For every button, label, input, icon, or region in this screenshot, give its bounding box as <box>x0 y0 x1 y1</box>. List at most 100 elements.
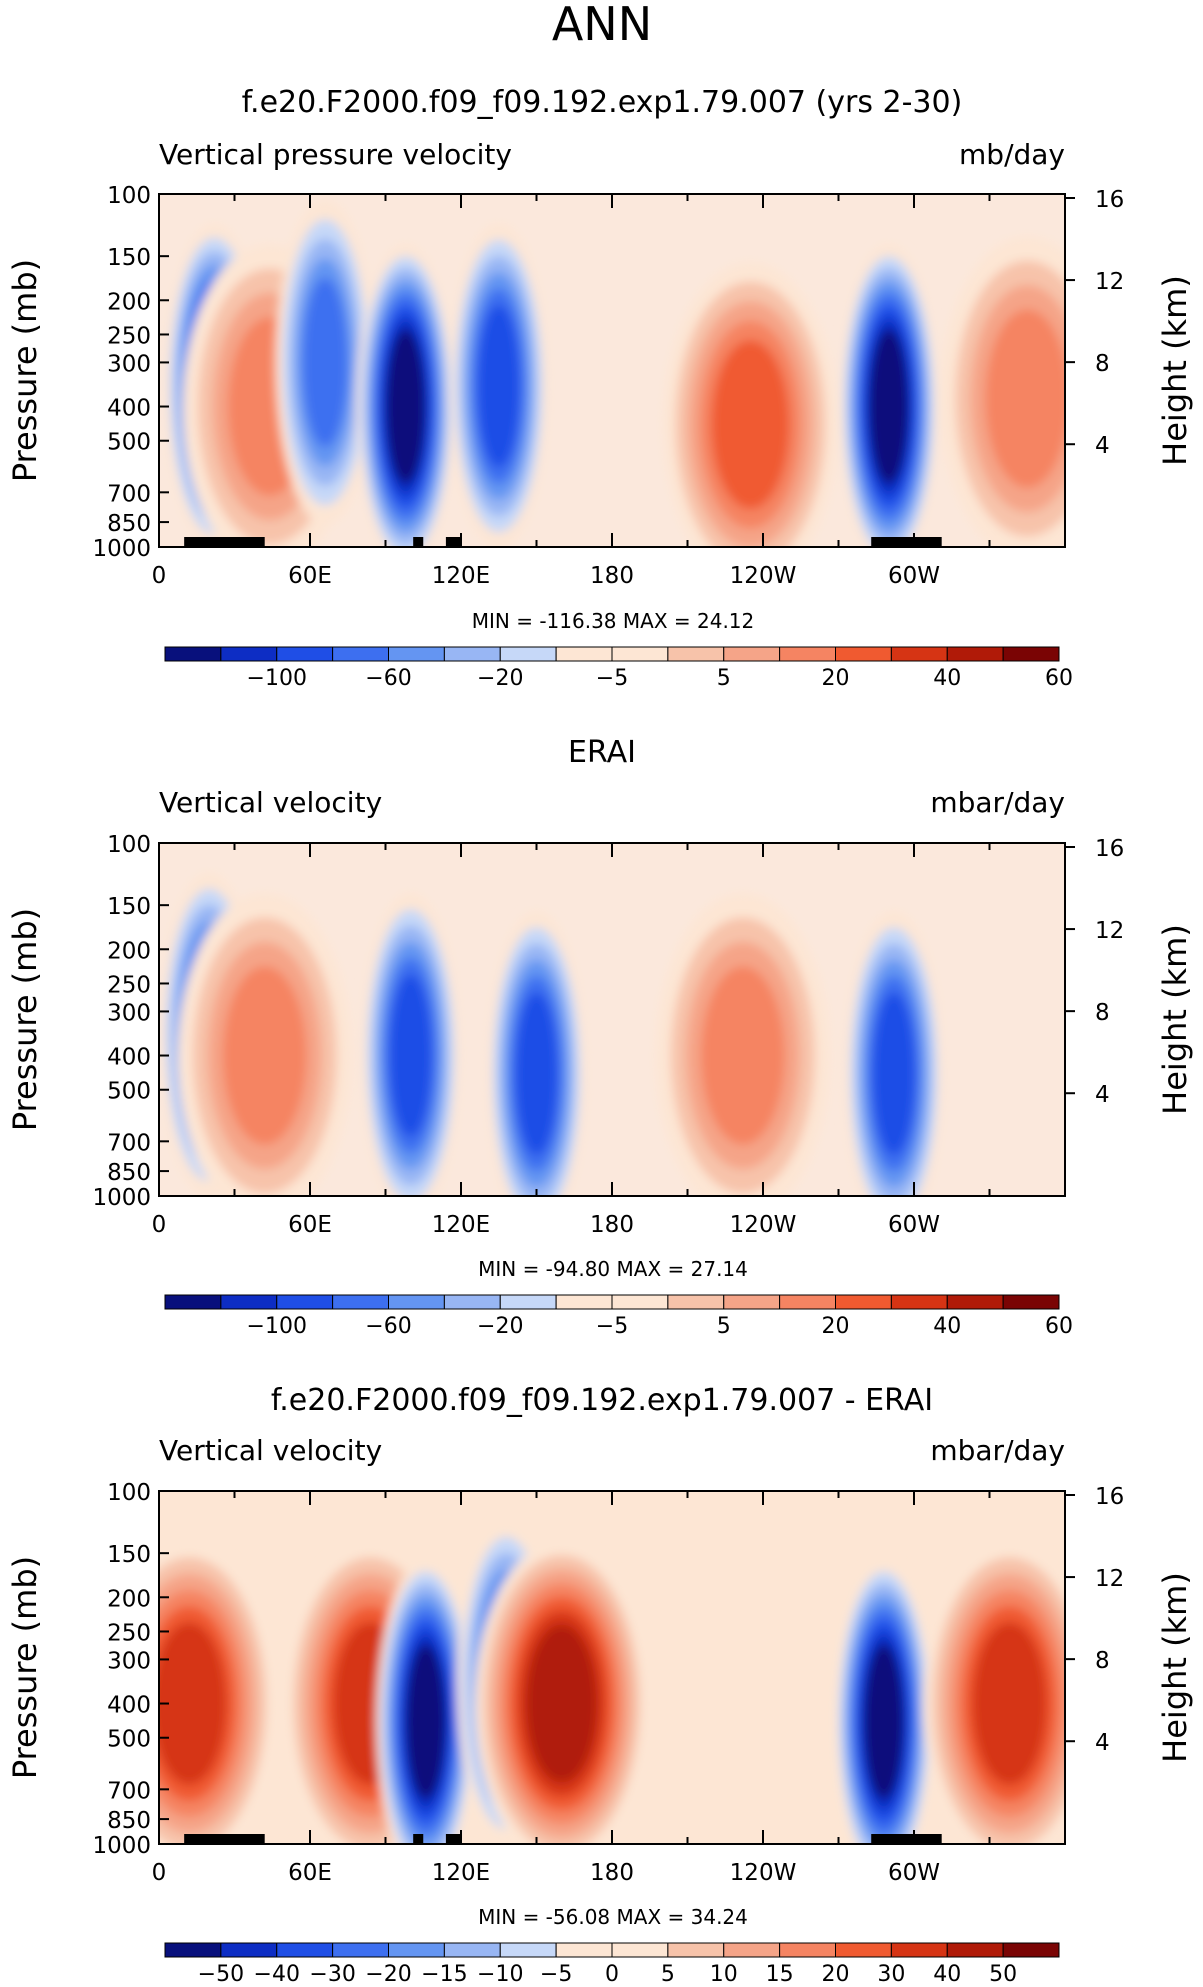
contour-region-3-5 <box>515 992 558 1155</box>
topography-3 <box>871 1834 942 1844</box>
min-max-stats: MIN = -116.38 MAX = 24.12 <box>472 609 755 633</box>
colorbar-box <box>499 1942 557 1958</box>
units-label: mbar/day <box>930 1434 1065 1467</box>
topography-1 <box>413 1834 424 1844</box>
y-tick-label: 250 <box>107 323 151 349</box>
colorbar-box <box>332 1942 389 1958</box>
y-tick-label: 300 <box>107 1648 151 1674</box>
colorbar-box <box>164 646 222 662</box>
colorbar-label: −20 <box>477 1314 523 1339</box>
x-tick-label: 120E <box>432 1860 490 1886</box>
colorbar-label: −15 <box>421 1962 467 1987</box>
units-label: mbar/day <box>930 786 1065 819</box>
x-tick-label: 120W <box>730 1212 797 1238</box>
colorbar-box <box>611 1294 669 1310</box>
colorbar-label: −5 <box>596 1314 628 1339</box>
colorbar-box <box>555 1294 613 1310</box>
colorbar-label: −100 <box>247 666 307 691</box>
contour-region-4-6 <box>526 1624 598 1783</box>
min-max-stats: MIN = -56.08 MAX = 34.24 <box>478 1905 748 1929</box>
contour-region-4-3 <box>700 966 785 1145</box>
topography-0 <box>184 537 265 547</box>
y2-tick-label: 4 <box>1095 1082 1110 1108</box>
colorbar-label: 20 <box>822 1962 850 1987</box>
x-tick-label: 120E <box>432 1212 490 1238</box>
colorbar-box <box>946 1942 1004 1958</box>
colorbar-box <box>276 1942 334 1958</box>
y2-tick-label: 12 <box>1095 1566 1124 1592</box>
x-tick-label: 60E <box>288 563 332 589</box>
x-tick-label: 120E <box>432 563 490 589</box>
colorbar-box <box>890 646 948 662</box>
y-tick-label: 850 <box>107 1160 151 1186</box>
contour-region-2-5 <box>389 974 432 1137</box>
colorbar-box <box>555 1942 613 1958</box>
contour-blobs <box>160 872 944 1196</box>
variable-label: Vertical pressure velocity <box>159 138 512 171</box>
y-tick-label: 700 <box>107 1130 151 1156</box>
x-tick-label: 180 <box>590 1212 634 1238</box>
contour-field <box>159 194 1065 547</box>
y-tick-label: 400 <box>107 1693 151 1719</box>
colorbar-label: −60 <box>365 1314 411 1339</box>
colorbar-label: −60 <box>365 666 411 691</box>
colorbar-box <box>443 1942 501 1958</box>
x-tick-label: 180 <box>590 563 634 589</box>
colorbar-box <box>388 646 445 662</box>
y-tick-label: 500 <box>107 1727 151 1753</box>
page-title: ANN <box>552 0 652 51</box>
colorbar-label: −5 <box>540 1962 572 1987</box>
y-tick-label: 700 <box>107 1778 151 1804</box>
y-axis-label: Pressure (mb) <box>6 908 44 1131</box>
y2-tick-label: 8 <box>1095 1648 1110 1674</box>
colorbar-box <box>164 1294 222 1310</box>
colorbar-box <box>1002 1942 1060 1958</box>
variable-label: Vertical velocity <box>159 1434 382 1467</box>
colorbar-box <box>779 1294 836 1310</box>
topography-2 <box>445 537 461 547</box>
y2-tick-label: 12 <box>1095 918 1124 944</box>
colorbar-box <box>723 646 781 662</box>
colorbar-box <box>946 646 1004 662</box>
colorbar-label: 15 <box>766 1962 794 1987</box>
contour-region-5-4 <box>711 340 790 510</box>
x-tick-label: 0 <box>152 1212 167 1238</box>
colorbar-box <box>499 646 557 662</box>
colorbar-label: 40 <box>933 1314 961 1339</box>
colorbar-box <box>555 646 613 662</box>
colorbar-label: −10 <box>477 1962 523 1987</box>
colorbar-box <box>890 1294 948 1310</box>
y-tick-label: 850 <box>107 511 151 537</box>
colorbar-label: −100 <box>247 1314 307 1339</box>
x-tick-label: 60E <box>288 1212 332 1238</box>
topography-0 <box>184 1834 265 1844</box>
y-tick-label: 1000 <box>92 1185 151 1211</box>
y2-tick-label: 4 <box>1095 433 1110 459</box>
colorbar-box <box>835 1942 892 1958</box>
colorbar-label: 5 <box>661 1962 675 1987</box>
y2-axis-label: Height (km) <box>1156 275 1194 466</box>
contour-blobs <box>159 1520 1065 1844</box>
colorbar-box <box>667 1294 725 1310</box>
x-tick-label: 120W <box>730 563 797 589</box>
contour-region-1-3 <box>222 966 307 1145</box>
y-tick-label: 250 <box>107 972 151 998</box>
y2-tick-label: 16 <box>1095 1484 1124 1510</box>
contour-region-2-4 <box>303 277 348 447</box>
contour-region-5-5 <box>872 992 915 1155</box>
colorbar-box <box>779 1942 836 1958</box>
y-tick-label: 200 <box>107 1586 151 1612</box>
y2-axis-label: Height (km) <box>1156 1572 1194 1763</box>
contour-region-3-7 <box>386 329 426 484</box>
y2-tick-label: 4 <box>1095 1730 1110 1756</box>
panel-title: ERAI <box>568 735 636 770</box>
colorbar-box <box>667 646 725 662</box>
variable-label: Vertical velocity <box>159 786 382 819</box>
contour-blobs <box>165 200 1065 547</box>
colorbar-label: −40 <box>254 1962 300 1987</box>
y-tick-label: 100 <box>107 183 151 209</box>
y-tick-label: 150 <box>107 894 151 920</box>
colorbar-box <box>835 1294 892 1310</box>
x-tick-label: 0 <box>152 1860 167 1886</box>
